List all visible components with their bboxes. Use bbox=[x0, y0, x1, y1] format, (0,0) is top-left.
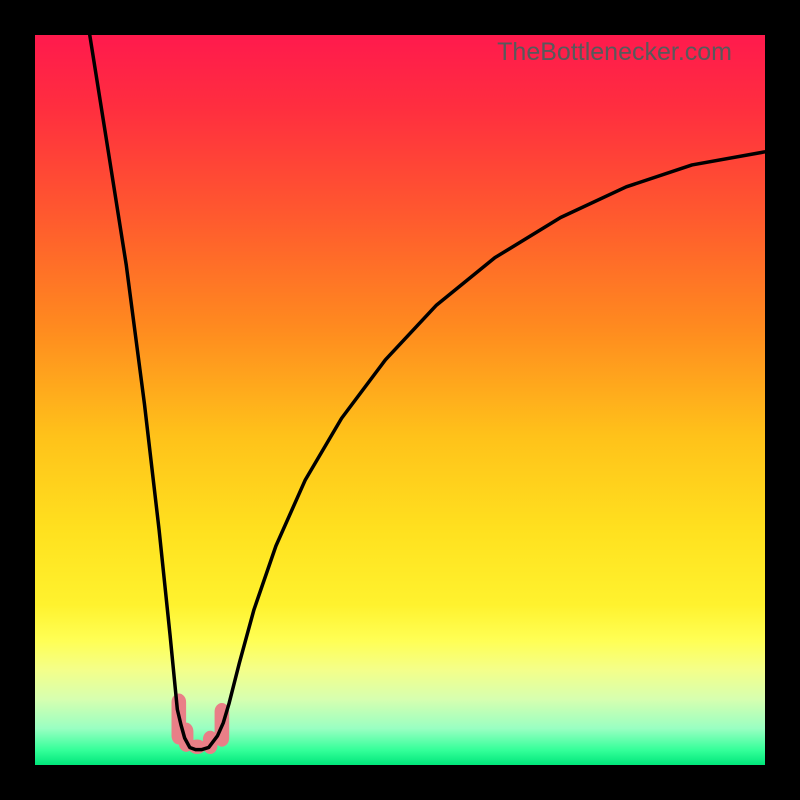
watermark-text: TheBottlenecker.com bbox=[497, 38, 732, 67]
curve-svg bbox=[35, 35, 765, 765]
plot-area bbox=[35, 35, 765, 765]
chart-frame: TheBottlenecker.com bbox=[0, 0, 800, 800]
